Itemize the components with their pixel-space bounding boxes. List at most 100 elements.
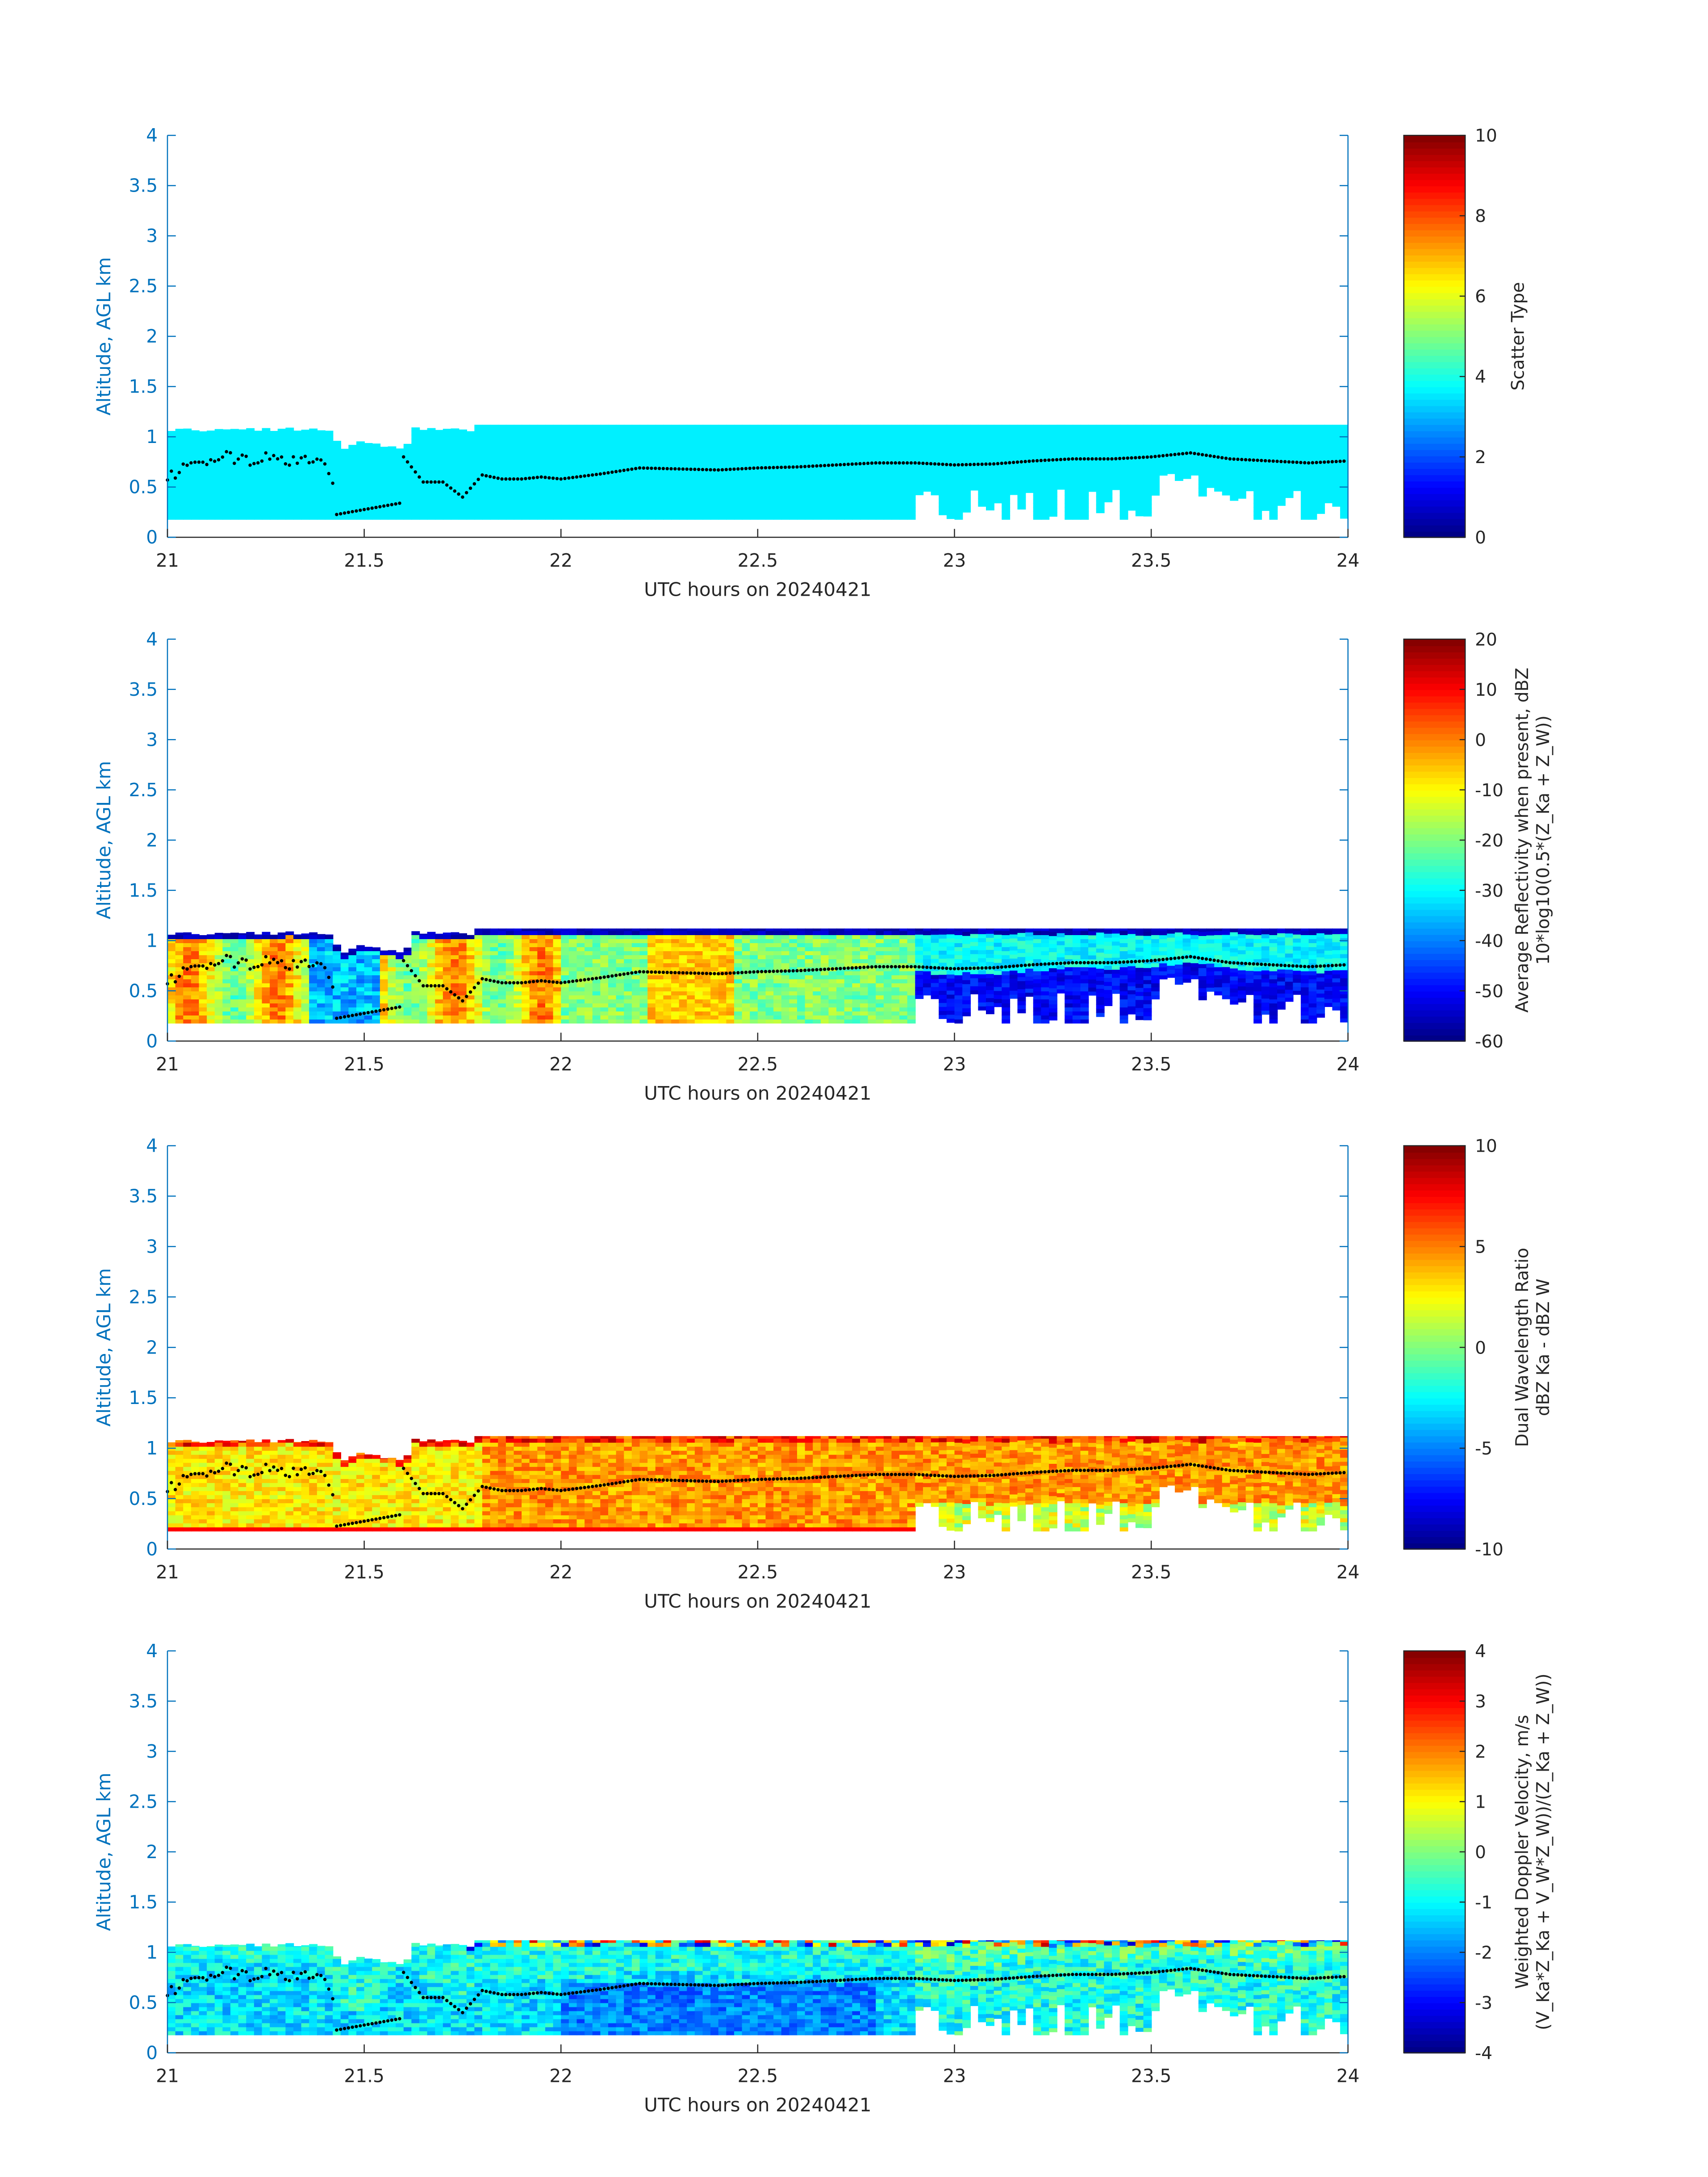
heatmap-cell <box>411 479 420 484</box>
cloud-base-dot <box>941 463 944 466</box>
heatmap-cell <box>789 511 798 516</box>
heatmap-cell <box>671 427 680 431</box>
heatmap-cell <box>647 491 656 496</box>
heatmap-cell <box>758 447 766 451</box>
cloud-base-dot <box>1165 454 1169 457</box>
heatmap-cell <box>703 479 711 484</box>
heatmap-cell <box>1151 435 1160 439</box>
heatmap-cell <box>427 955 436 959</box>
heatmap-cell <box>435 995 443 999</box>
heatmap-cell <box>1073 471 1081 476</box>
heatmap-cell <box>955 487 963 492</box>
heatmap-cell <box>404 511 412 516</box>
heatmap-cell <box>679 483 688 488</box>
heatmap-cell <box>1120 451 1128 455</box>
heatmap-cell <box>1261 434 1270 439</box>
cloud-base-dot <box>599 472 602 476</box>
heatmap-cell <box>175 431 184 435</box>
heatmap-cell <box>254 447 263 451</box>
heatmap-cell <box>884 447 892 451</box>
heatmap-cell <box>199 971 208 975</box>
heatmap-cell <box>844 487 853 492</box>
heatmap-cell <box>892 475 900 480</box>
heatmap-cell <box>616 435 625 439</box>
heatmap-cell <box>467 979 475 983</box>
heatmap-cell <box>215 475 223 480</box>
heatmap-cell <box>1136 464 1144 468</box>
heatmap-cell <box>970 466 979 470</box>
heatmap-cell <box>1144 439 1152 444</box>
heatmap-cell <box>986 498 994 502</box>
heatmap-cell <box>671 479 680 484</box>
heatmap-cell <box>624 483 632 488</box>
cloud-base-dot <box>890 461 894 465</box>
heatmap-cell <box>1285 441 1294 446</box>
heatmap-cell <box>632 479 640 484</box>
heatmap-cell <box>939 483 947 487</box>
heatmap-cell <box>545 991 554 995</box>
cloud-base-dot <box>374 506 378 509</box>
heatmap-cell <box>246 487 255 492</box>
heatmap-cell <box>616 439 625 443</box>
heatmap-cell <box>427 951 436 955</box>
heatmap-cell <box>970 454 979 458</box>
heatmap-cell <box>561 467 569 472</box>
heatmap-cell <box>404 987 412 991</box>
colorbar-segment <box>1404 192 1466 199</box>
heatmap-cell <box>978 430 986 434</box>
heatmap-cell <box>1316 465 1325 470</box>
heatmap-cell <box>734 487 743 492</box>
heatmap-cell <box>238 935 247 939</box>
heatmap-cell <box>710 447 719 451</box>
heatmap-cell <box>718 491 727 496</box>
heatmap-cell <box>514 435 522 439</box>
colorbar-segment <box>1404 455 1466 463</box>
heatmap-cell <box>325 435 334 439</box>
heatmap-cell <box>183 979 192 983</box>
heatmap-cell <box>947 426 955 430</box>
heatmap-cell <box>411 431 420 435</box>
heatmap-cell <box>341 499 349 504</box>
heatmap-cell <box>238 499 247 504</box>
heatmap-cell <box>789 427 798 431</box>
heatmap-cell <box>348 983 357 987</box>
heatmap-cell <box>317 495 326 500</box>
heatmap-cell <box>490 507 499 512</box>
heatmap-cell <box>1002 431 1010 435</box>
heatmap-cell <box>593 459 601 464</box>
heatmap-cell <box>1041 431 1049 435</box>
y-tick-label: 2 <box>146 326 158 347</box>
heatmap-cell <box>530 463 538 468</box>
heatmap-cell <box>278 1007 286 1011</box>
heatmap-cell <box>490 935 499 939</box>
heatmap-cell <box>608 503 617 508</box>
heatmap-cell <box>616 499 625 504</box>
heatmap-cell <box>530 987 538 991</box>
heatmap-cell <box>207 979 215 983</box>
heatmap-cell <box>679 499 688 504</box>
heatmap-cell <box>844 443 853 447</box>
heatmap-cell <box>1199 468 1207 472</box>
heatmap-cell <box>482 507 491 512</box>
heatmap-cell <box>742 459 751 464</box>
heatmap-cell <box>1316 453 1325 458</box>
cloud-base-dot <box>1331 460 1334 464</box>
heatmap-cell <box>852 503 860 508</box>
heatmap-cell <box>986 486 994 490</box>
heatmap-cell <box>1104 438 1112 442</box>
heatmap-cell <box>451 987 459 991</box>
heatmap-cell <box>1041 491 1049 496</box>
heatmap-cell <box>600 435 609 439</box>
heatmap-cell <box>482 955 491 959</box>
heatmap-cell <box>506 1019 514 1024</box>
heatmap-cell <box>317 999 326 1003</box>
heatmap-cell <box>404 483 412 488</box>
heatmap-cell <box>710 459 719 464</box>
heatmap-cell <box>1340 498 1349 502</box>
heatmap-cell <box>1057 433 1065 437</box>
heatmap-cell <box>1309 439 1317 443</box>
heatmap-cell <box>600 943 609 947</box>
heatmap-cell <box>404 955 412 959</box>
heatmap-cell <box>333 951 341 955</box>
heatmap-cell <box>215 979 223 983</box>
